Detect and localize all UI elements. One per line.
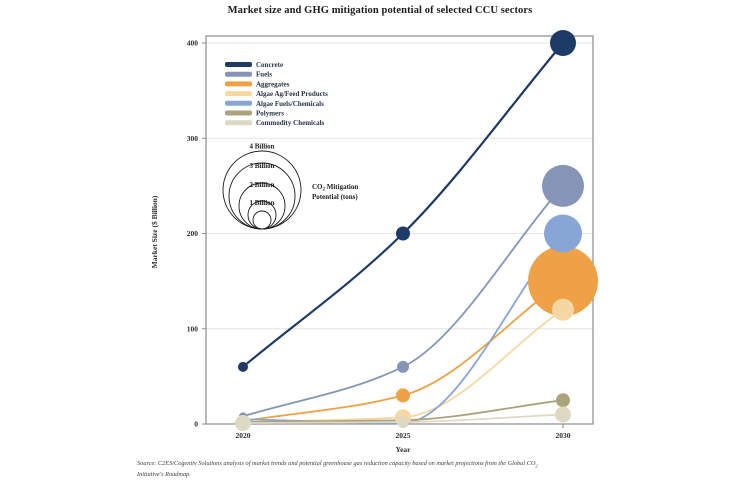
y-tick-label: 100	[187, 324, 199, 333]
data-point	[396, 226, 410, 241]
data-point	[555, 406, 571, 423]
legend-swatch	[225, 62, 252, 67]
legend-swatch	[225, 110, 252, 116]
y-tick-label: 200	[187, 229, 199, 238]
data-point	[235, 415, 251, 432]
source-note: Source: C2ES/Cogentiv Solutions analysis…	[137, 459, 627, 479]
size-legend-label: 3 Billion	[249, 162, 274, 170]
size-legend-label: 4 Billion	[249, 143, 274, 151]
legend-swatch	[225, 81, 252, 87]
data-point	[397, 360, 409, 373]
data-point	[544, 214, 582, 253]
legend-swatch	[225, 71, 252, 77]
y-tick-label: 400	[187, 39, 199, 48]
legend-label: Polymers	[256, 110, 284, 118]
x-tick-label: 2025	[396, 431, 411, 440]
legend-label: Algae Fuels/Chemicals	[256, 100, 324, 108]
legend-label: Concrete	[256, 61, 283, 69]
x-axis-label: Year	[396, 445, 412, 454]
size-legend-label: 1 Billion	[249, 199, 274, 207]
legend-swatch	[225, 120, 252, 126]
source-subscript: 2	[535, 463, 538, 469]
size-legend-label: 2 Billion	[249, 181, 274, 189]
legend-label: Fuels	[256, 71, 272, 79]
legend-label: Commodity Chemicals	[256, 119, 325, 127]
data-point	[550, 30, 576, 56]
x-tick-label: 2020	[236, 431, 251, 440]
data-point	[238, 361, 248, 372]
data-point	[397, 416, 409, 429]
chart-title: Market size and GHG mitigation potential…	[227, 5, 533, 16]
size-legend-title-line2: Potential (tons)	[312, 193, 358, 201]
source-text: Source: C2ES/Cogentiv Solutions analysis…	[137, 460, 536, 467]
x-tick-label: 2030	[556, 431, 571, 440]
y-tick-label: 300	[187, 134, 199, 143]
data-point	[552, 298, 574, 321]
data-point	[528, 246, 598, 317]
source-text-line2: Initiative's Roadmap.	[137, 470, 191, 478]
y-tick-label: 0	[194, 420, 198, 429]
data-point	[556, 393, 570, 408]
legend-label: Algae Ag/Feed Products	[256, 90, 328, 98]
data-point	[396, 388, 410, 403]
data-point	[542, 164, 584, 207]
y-axis-label: Market Size ($ Billion)	[150, 195, 159, 268]
legend-swatch	[225, 100, 252, 106]
size-legend-circle	[252, 210, 272, 230]
size-legend-title: CO2 Mitigation	[312, 183, 358, 193]
legend-label: Aggregates	[256, 80, 290, 88]
legend-swatch	[225, 91, 252, 97]
